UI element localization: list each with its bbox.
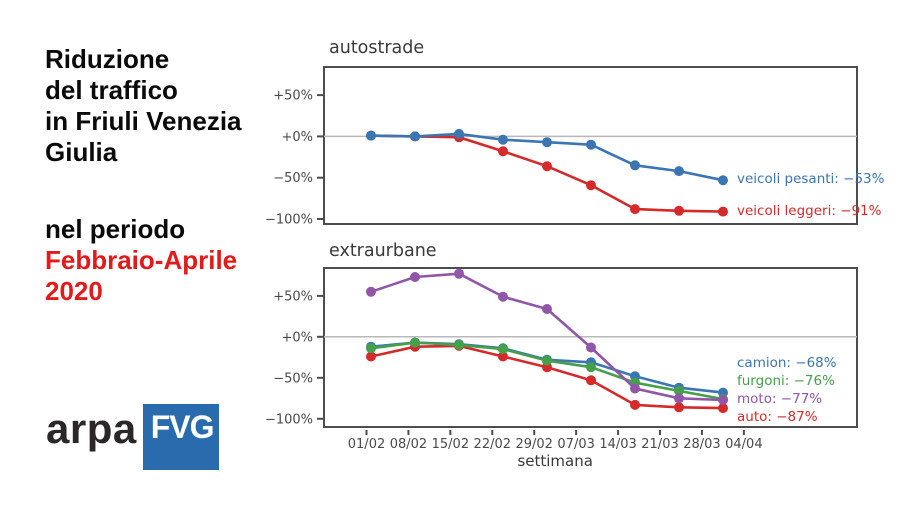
data-point xyxy=(454,268,464,279)
x-tick-label: 29/02 xyxy=(515,437,552,452)
data-point xyxy=(410,131,420,142)
data-point xyxy=(366,343,376,354)
data-point xyxy=(498,146,508,157)
y-tick-label: +50% xyxy=(273,289,313,304)
data-point xyxy=(674,205,684,216)
slide-period: Febbraio-Aprile 2020 xyxy=(45,245,320,307)
slide-subtitle: nel periodo xyxy=(45,214,186,244)
chart-extraurbane: extraurbane +50% +0% −50% −100% 01/02 08/02 15/… xyxy=(265,241,858,470)
slide-period-line: Febbraio-Aprile xyxy=(45,245,238,275)
x-axis-title: settimana xyxy=(517,452,592,470)
data-point xyxy=(586,342,596,353)
x-tick-label: 21/03 xyxy=(641,437,678,452)
slide-title: Riduzione del traffico in Friuli Venezia… xyxy=(45,44,320,168)
data-point xyxy=(586,139,596,150)
slide-title-line: del traffico xyxy=(45,75,178,105)
data-point xyxy=(498,344,508,355)
data-point xyxy=(674,402,684,413)
data-point xyxy=(586,180,596,191)
legend-label-veicoli-leggeri: veicoli leggeri: −91% xyxy=(737,203,882,219)
legend-label-veicoli-pesanti: veicoli pesanti: −53% xyxy=(737,171,885,187)
data-point xyxy=(586,362,596,373)
x-tick-label: 04/04 xyxy=(725,437,762,452)
y-tick-label: −100% xyxy=(265,213,313,228)
data-point xyxy=(674,393,684,404)
data-point xyxy=(718,403,728,414)
data-point xyxy=(498,291,508,302)
data-point xyxy=(674,385,684,396)
data-point xyxy=(542,355,552,366)
data-point xyxy=(366,351,376,362)
y-tick-label: +0% xyxy=(281,330,313,345)
x-tick-label: 01/02 xyxy=(348,437,385,452)
y-tick-label: −50% xyxy=(273,171,313,186)
data-point xyxy=(718,206,728,217)
arpa-logo-text: arpa xyxy=(46,405,137,452)
chart-title: extraurbane xyxy=(329,241,437,261)
data-point xyxy=(718,175,728,186)
data-point xyxy=(542,304,552,314)
y-tick-label: +50% xyxy=(273,89,313,104)
x-tick-label: 08/02 xyxy=(390,437,427,452)
x-tick-label: 28/03 xyxy=(683,437,720,452)
y-tick-label: −50% xyxy=(273,371,313,386)
data-point xyxy=(586,375,596,386)
x-tick-label: 15/02 xyxy=(432,437,469,452)
data-point xyxy=(498,134,508,145)
slide-title-line: in Friuli Venezia xyxy=(45,106,242,136)
data-point xyxy=(718,395,728,405)
chart-autostrade: autostrade +50% +0% −50% −100% veicoli pesant… xyxy=(265,38,885,228)
data-point xyxy=(630,383,640,394)
x-tick-label: 07/03 xyxy=(557,437,594,452)
slide-title-line: Giulia xyxy=(45,137,118,167)
data-point xyxy=(674,166,684,177)
data-point xyxy=(410,272,420,282)
arpa-fvg-logo: arpa FVG xyxy=(46,404,219,470)
data-point xyxy=(630,399,640,410)
slide-title-line: Riduzione xyxy=(45,44,170,74)
data-point xyxy=(542,137,552,148)
plot-frame xyxy=(323,267,858,428)
data-point xyxy=(630,204,640,215)
legend-label-furgoni: furgoni: −76% xyxy=(737,373,835,389)
data-point xyxy=(542,161,552,172)
data-point xyxy=(410,337,420,348)
data-point xyxy=(498,351,508,362)
y-tick-label: −100% xyxy=(265,412,313,427)
legend-label-moto: moto: −77% xyxy=(737,391,822,407)
slide-period-line: 2020 xyxy=(45,276,103,306)
data-point xyxy=(454,340,464,350)
data-point xyxy=(366,130,376,141)
x-tick-label: 14/03 xyxy=(599,437,636,452)
fvg-logo-badge: FVG xyxy=(142,404,219,470)
x-tick-label: 22/02 xyxy=(474,437,511,452)
y-tick-label: +0% xyxy=(281,130,313,145)
legend-label-camion: camion: −68% xyxy=(737,355,837,371)
chart-title: autostrade xyxy=(329,38,424,58)
data-point xyxy=(630,160,640,171)
plot-frame xyxy=(323,66,858,225)
legend-label-auto: auto: −87% xyxy=(737,409,818,425)
left-panel: Riduzione del traffico in Friuli Venezia… xyxy=(45,44,320,307)
data-point xyxy=(366,286,376,297)
data-point xyxy=(454,128,464,139)
